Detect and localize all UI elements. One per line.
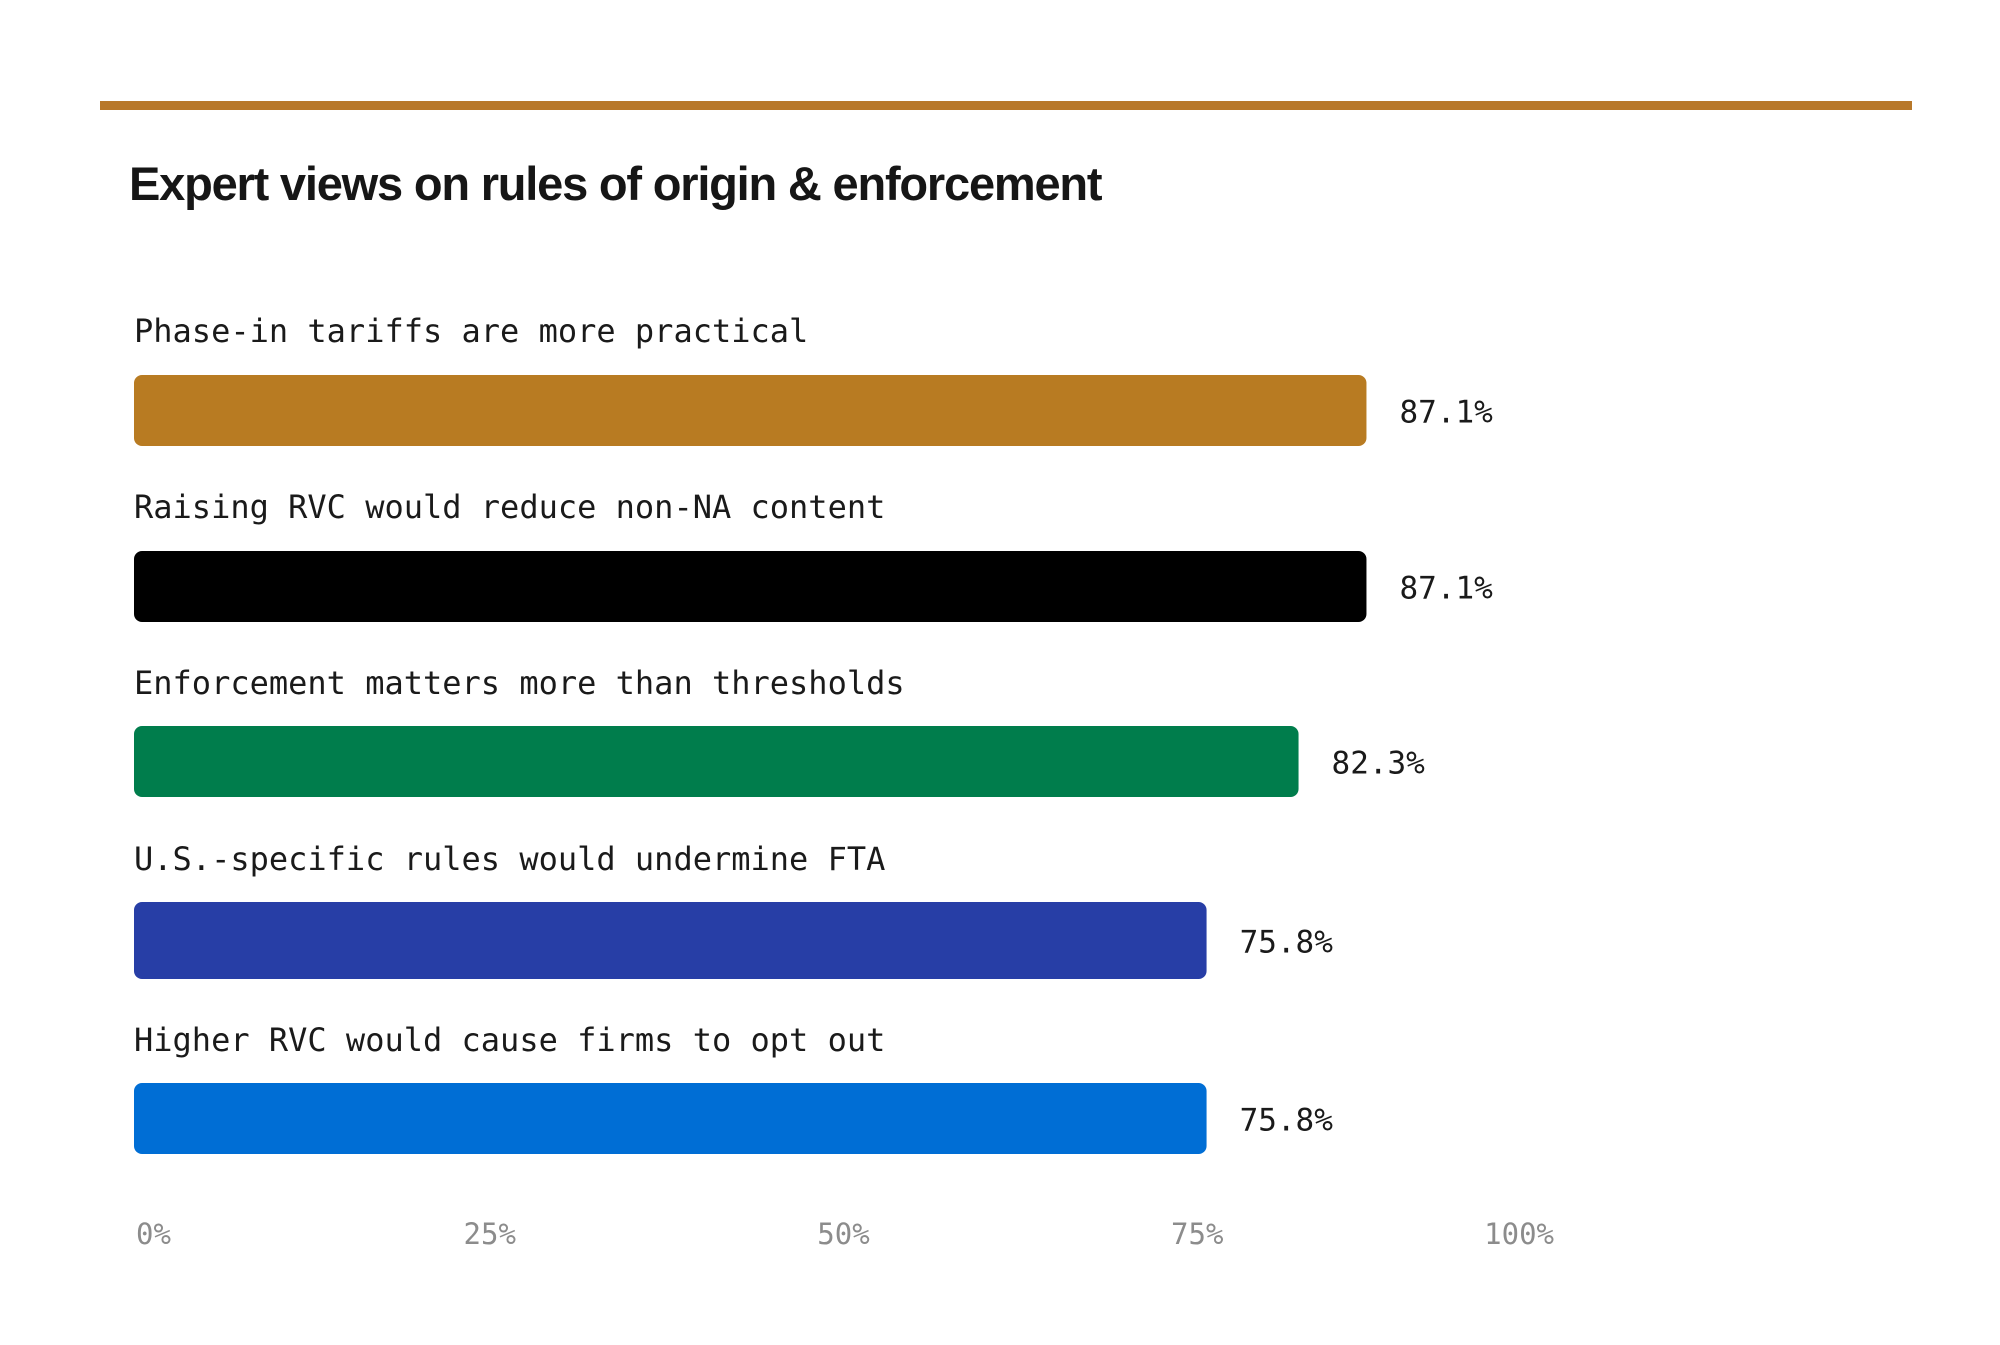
x-tick-label: 100% bbox=[1484, 1217, 1554, 1251]
data-label: 87.1% bbox=[1399, 395, 1493, 431]
category-label: U.S.-specific rules would undermine FTA bbox=[134, 840, 885, 878]
bar bbox=[134, 902, 1207, 979]
chart-title: Expert views on rules of origin & enforc… bbox=[129, 157, 1103, 210]
x-tick-label: 0% bbox=[136, 1217, 171, 1251]
data-label: 75.8% bbox=[1240, 925, 1334, 961]
category-label: Enforcement matters more than thresholds bbox=[134, 664, 905, 702]
data-label: 75.8% bbox=[1240, 1103, 1334, 1139]
x-tick-label: 25% bbox=[464, 1217, 516, 1251]
x-tick-label: 75% bbox=[1171, 1217, 1223, 1251]
bar bbox=[134, 1083, 1207, 1154]
data-label: 82.3% bbox=[1332, 746, 1426, 782]
bar bbox=[134, 551, 1367, 622]
category-label: Raising RVC would reduce non-NA content bbox=[134, 488, 885, 526]
top-accent-rule bbox=[100, 101, 1912, 110]
x-tick-label: 50% bbox=[817, 1217, 869, 1251]
data-label: 87.1% bbox=[1399, 571, 1493, 607]
category-label: Higher RVC would cause firms to opt out bbox=[134, 1021, 885, 1059]
bar bbox=[134, 726, 1299, 797]
bar bbox=[134, 375, 1367, 446]
category-label: Phase-in tariffs are more practical bbox=[134, 312, 808, 350]
